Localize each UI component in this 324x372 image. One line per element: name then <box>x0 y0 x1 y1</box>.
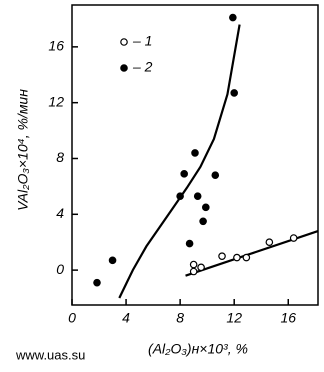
point <box>176 192 184 200</box>
legend-label: – 1 <box>132 33 152 49</box>
point <box>185 239 194 248</box>
point <box>265 238 274 247</box>
point <box>229 13 237 22</box>
point <box>180 170 188 178</box>
y-tick-label: 12 <box>48 93 64 109</box>
watermark: www.uas.su <box>15 347 85 362</box>
point <box>189 267 198 276</box>
point <box>197 263 205 272</box>
x-tick-label: 12 <box>226 310 242 326</box>
point <box>218 252 226 260</box>
point <box>211 171 220 180</box>
point <box>189 260 198 269</box>
point <box>193 192 202 200</box>
x-tick-label: 16 <box>280 310 296 326</box>
y-tick-label: 16 <box>48 38 64 54</box>
legend-label: – 2 <box>132 59 153 75</box>
point <box>191 149 199 157</box>
y-tick-label: 0 <box>56 261 64 277</box>
point <box>242 253 251 262</box>
legend-marker <box>120 38 128 46</box>
y-axis-label: VAl₂O₃×10⁴, %/мин <box>15 89 31 211</box>
fit-curve <box>185 230 319 277</box>
plot-frame <box>71 4 319 306</box>
point <box>202 203 210 212</box>
y-tick-label: 8 <box>56 149 64 165</box>
x-axis-label: (Al₂O₃)н×10³, % <box>148 341 248 357</box>
x-tick-label: 8 <box>176 310 184 326</box>
point <box>230 89 238 97</box>
point <box>289 234 298 242</box>
legend-marker <box>120 64 128 72</box>
y-tick-label: 4 <box>56 205 64 221</box>
point <box>199 217 207 226</box>
point <box>233 253 241 262</box>
point <box>93 278 101 287</box>
x-tick-label: 0 <box>68 310 76 326</box>
x-tick-label: 4 <box>122 310 130 326</box>
point <box>108 256 117 265</box>
